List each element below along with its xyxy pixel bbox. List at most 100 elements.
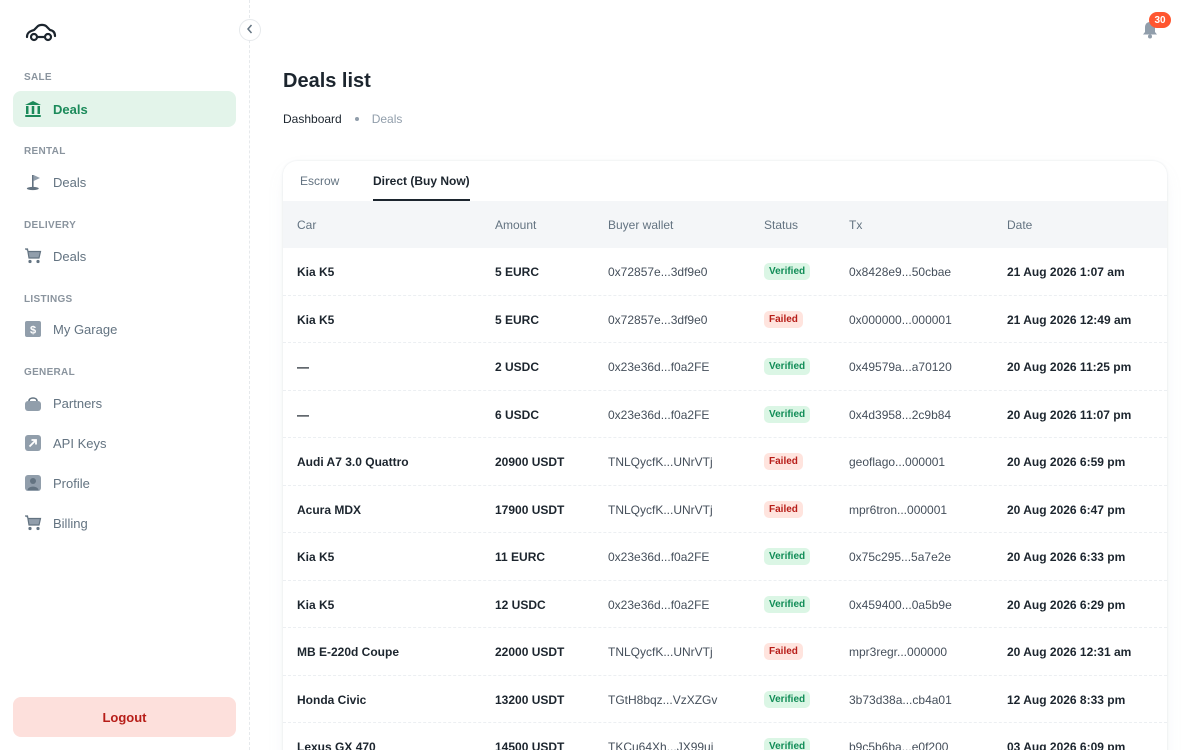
svg-text:$: $ (30, 325, 36, 337)
notification-badge: 30 (1149, 12, 1171, 28)
cell-car: Audi A7 3.0 Quattro (297, 455, 409, 469)
status-badge: Verified (764, 405, 811, 423)
cell-buyer-wallet: TNLQycfK...UNrVTj (608, 645, 713, 659)
column-header-status[interactable]: Status (764, 218, 799, 232)
cell-date: 20 Aug 2026 6:33 pm (1007, 550, 1126, 564)
cell-amount: 13200 USDT (495, 692, 565, 707)
cell-buyer-wallet: TKCu64Xh...JX99uj (608, 740, 714, 750)
cell-date: 20 Aug 2026 6:59 pm (1007, 455, 1126, 469)
table-row[interactable]: Kia K5 11 EURC 0x23e36d...f0a2FE Verified 0x… (283, 533, 1167, 581)
cell-tx: b9c5b6ba...e0f200 (849, 740, 949, 750)
cell-car: Honda Civic (297, 692, 367, 707)
table-row[interactable]: Kia K5 12 USDC 0x23e36d...f0a2FE Verified 0x… (283, 581, 1167, 628)
table-row[interactable]: — 6 USDC 0x23e36d...f0a2FE Verified 0x4d3958… (283, 391, 1167, 438)
golf-flag-icon (24, 173, 42, 191)
table-row[interactable]: Kia K5 5 EURC 0x72857e...3df9e0 Verified 0x8… (283, 248, 1167, 296)
status-badge: Verified (764, 738, 811, 750)
cell-amount: 6 USDC (495, 407, 540, 422)
sidebar-item-label: Billing (53, 515, 88, 531)
status-badge: Failed (764, 500, 803, 518)
cell-date: 21 Aug 2026 12:49 am (1007, 312, 1132, 327)
sidebar-item-delivery-deals[interactable]: Deals (13, 238, 236, 274)
cart-icon (24, 514, 42, 532)
status-badge: Verified (764, 690, 811, 708)
cell-date: 20 Aug 2026 12:31 am (1007, 645, 1132, 659)
deals-card: Escrow Direct (Buy Now) Car Amount Buyer… (283, 161, 1167, 750)
breadcrumb-dashboard-link[interactable]: Dashboard (283, 112, 342, 126)
status-badge: Failed (764, 310, 803, 328)
sidebar-item-profile[interactable]: Profile (13, 465, 236, 501)
column-header-date[interactable]: Date (1007, 218, 1033, 232)
section-label-rental: RENTAL (24, 146, 66, 157)
cell-date: 20 Aug 2026 6:47 pm (1007, 502, 1126, 517)
sidebar-item-sale-deals[interactable]: Deals (13, 91, 236, 127)
status-badge: Verified (764, 358, 811, 375)
cell-date: 20 Aug 2026 11:25 pm (1007, 360, 1132, 374)
collapse-sidebar-button[interactable] (239, 19, 261, 41)
cell-tx: 0x75c295...5a7e2e (849, 550, 952, 564)
section-label-sale: SALE (24, 72, 52, 83)
tab-direct-buy-now[interactable]: Direct (Buy Now) (373, 174, 470, 201)
table-row[interactable]: — 2 USDC 0x23e36d...f0a2FE Verified 0x49579a… (283, 343, 1167, 391)
sidebar-item-my-garage[interactable]: $ My Garage (13, 311, 236, 347)
cell-buyer-wallet: 0x23e36d...f0a2FE (608, 597, 710, 612)
price-tag-icon: $ (24, 320, 42, 338)
table-row[interactable]: Honda Civic 13200 USDT TGtH8bqz...VzXZGv Ve… (283, 676, 1167, 723)
cell-date: 20 Aug 2026 11:07 pm (1007, 407, 1132, 422)
logout-button[interactable]: Logout (13, 697, 236, 737)
cell-tx: 3b73d38a...cb4a01 (849, 692, 952, 707)
cell-car: Acura MDX (297, 502, 362, 517)
table-row[interactable]: MB E-220d Coupe 22000 USDT TNLQycfK...UNrV… (283, 628, 1167, 676)
cell-car: Kia K5 (297, 550, 335, 564)
table-row[interactable]: Acura MDX 17900 USDT TNLQycfK...UNrVTj Fail… (283, 486, 1167, 533)
cell-amount: 20900 USDT (495, 455, 565, 469)
cell-tx: geoflago...000001 (849, 455, 946, 469)
cart-icon (24, 247, 42, 265)
tab-escrow[interactable]: Escrow (300, 174, 340, 188)
breadcrumb: Dashboard Deals (283, 112, 402, 126)
sidebar-item-label: Partners (53, 395, 103, 411)
cell-amount: 5 EURC (495, 312, 540, 327)
cell-buyer-wallet: 0x23e36d...f0a2FE (608, 407, 710, 422)
breadcrumb-current: Deals (371, 112, 403, 126)
cell-buyer-wallet: TNLQycfK...UNrVTj (608, 455, 713, 469)
cell-buyer-wallet: 0x23e36d...f0a2FE (608, 360, 710, 374)
sidebar-item-billing[interactable]: Billing (13, 505, 236, 541)
cell-amount: 22000 USDT (495, 645, 565, 659)
cell-tx: 0x49579a...a70120 (849, 360, 952, 374)
cell-car: Kia K5 (297, 312, 335, 327)
table-row[interactable]: Audi A7 3.0 Quattro 20900 USDT TNLQycfK...… (283, 438, 1167, 486)
cell-date: 20 Aug 2026 6:29 pm (1007, 597, 1126, 612)
cell-car: — (297, 407, 309, 422)
page-title: Deals list (283, 70, 371, 92)
column-header-buyer-wallet[interactable]: Buyer wallet (608, 218, 674, 232)
cell-buyer-wallet: TGtH8bqz...VzXZGv (608, 692, 718, 707)
cell-car: Kia K5 (297, 597, 335, 612)
section-label-delivery: DELIVERY (24, 220, 77, 231)
logo-car-icon[interactable] (24, 22, 58, 44)
sidebar-item-rental-deals[interactable]: Deals (13, 164, 236, 200)
table-row[interactable]: Lexus GX 470 14500 USDT TKCu64Xh...JX99uj V… (283, 723, 1167, 750)
column-header-amount[interactable]: Amount (495, 218, 537, 232)
cell-tx: 0x459400...0a5b9e (849, 597, 952, 612)
column-header-tx[interactable]: Tx (849, 218, 863, 232)
status-badge: Verified (764, 548, 811, 565)
cell-buyer-wallet: 0x72857e...3df9e0 (608, 312, 708, 327)
sidebar-item-api-keys[interactable]: API Keys (13, 425, 236, 461)
user-icon (24, 474, 42, 492)
cell-date: 12 Aug 2026 8:33 pm (1007, 692, 1126, 707)
cell-date: 03 Aug 2026 6:09 pm (1007, 740, 1126, 750)
tabs: Escrow Direct (Buy Now) (283, 161, 1167, 201)
cell-car: MB E-220d Coupe (297, 645, 400, 659)
column-header-car[interactable]: Car (297, 218, 317, 232)
cell-car: — (297, 360, 309, 374)
sidebar-item-partners[interactable]: Partners (13, 385, 236, 421)
sidebar-item-label: Profile (53, 475, 90, 491)
status-badge: Failed (764, 453, 803, 470)
bank-icon (24, 100, 42, 118)
table-row[interactable]: Kia K5 5 EURC 0x72857e...3df9e0 Failed 0x000… (283, 296, 1167, 343)
cell-amount: 12 USDC (495, 597, 546, 612)
cell-tx: mpr3regr...000000 (849, 645, 948, 659)
breadcrumb-separator (354, 117, 359, 121)
